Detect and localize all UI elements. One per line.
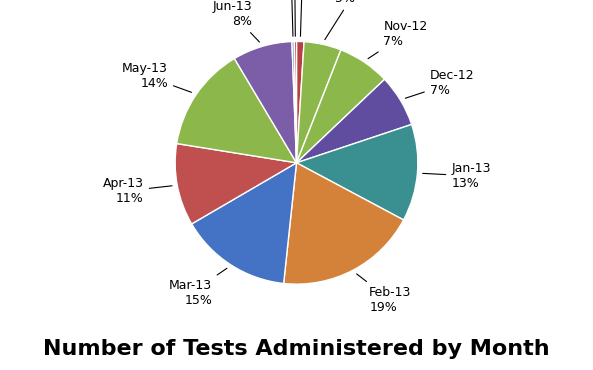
Text: Jan-13
13%: Jan-13 13%	[423, 162, 491, 190]
Wedge shape	[175, 144, 296, 224]
Text: Apr-13
11%: Apr-13 11%	[103, 177, 172, 205]
Text: May-13
14%: May-13 14%	[122, 61, 192, 92]
Wedge shape	[296, 50, 385, 163]
Wedge shape	[296, 79, 412, 163]
Wedge shape	[192, 163, 296, 283]
Wedge shape	[283, 163, 404, 284]
Text: Mar-13
15%: Mar-13 15%	[169, 268, 227, 307]
Text: Jun-13
8%: Jun-13 8%	[213, 0, 260, 42]
Wedge shape	[296, 124, 418, 220]
Text: Sep-12
1%: Sep-12 1%	[282, 0, 326, 36]
Text: Dec-12
7%: Dec-12 7%	[405, 69, 474, 98]
Text: Number of Tests Administered by Month: Number of Tests Administered by Month	[43, 339, 550, 359]
Text: Feb-13
19%: Feb-13 19%	[356, 274, 412, 314]
Wedge shape	[177, 58, 296, 163]
Wedge shape	[234, 41, 296, 163]
Wedge shape	[296, 41, 304, 163]
Wedge shape	[296, 42, 341, 163]
Wedge shape	[294, 41, 296, 163]
Text: Nov-12
7%: Nov-12 7%	[368, 20, 428, 59]
Text: Jul-13
0%: Jul-13 0%	[273, 0, 308, 36]
Text: Oct-12
5%: Oct-12 5%	[325, 0, 377, 40]
Wedge shape	[292, 41, 296, 163]
Text: Aug-13
0%: Aug-13 0%	[272, 0, 317, 36]
